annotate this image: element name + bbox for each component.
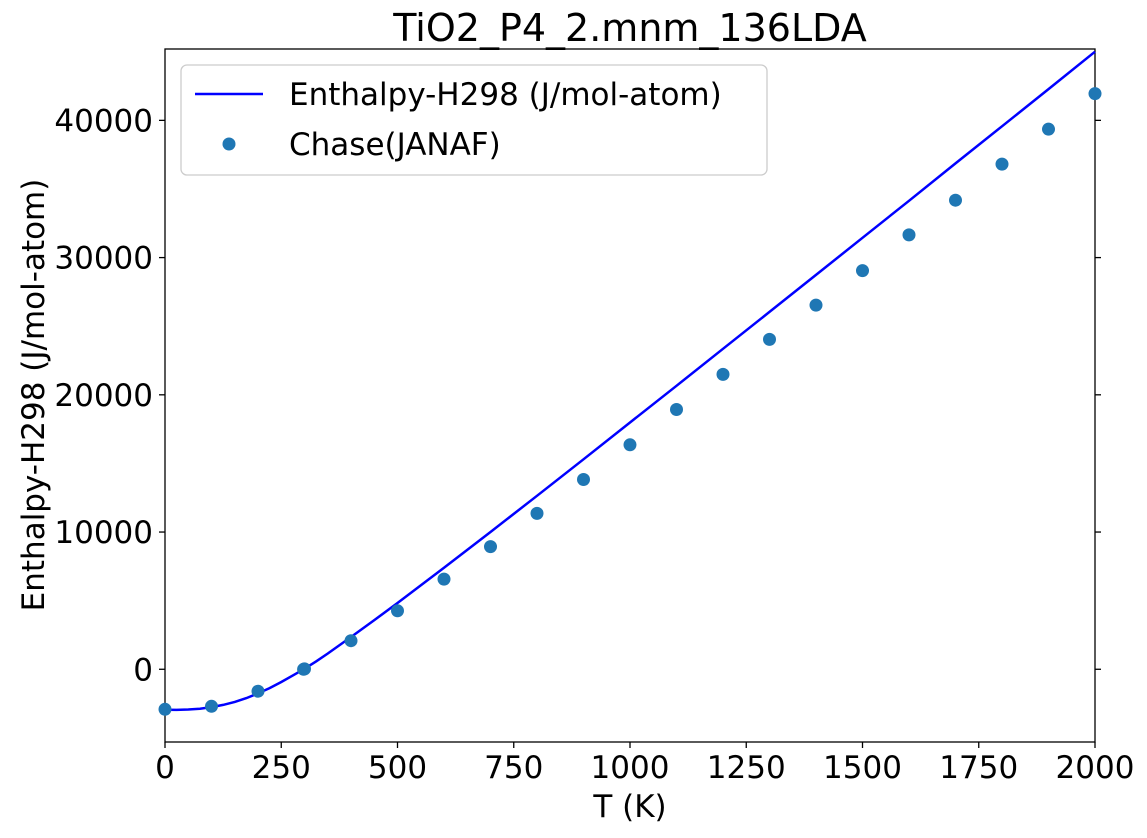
x-tick-label: 2000 bbox=[1056, 750, 1135, 786]
data-point bbox=[716, 367, 730, 381]
legend: Enthalpy-H298 (J/mol-atom) Chase(JANAF) bbox=[180, 64, 768, 176]
y-tick-label: 0 bbox=[133, 652, 153, 688]
data-point bbox=[856, 264, 869, 278]
data-point bbox=[1088, 87, 1102, 101]
legend-point-swatch bbox=[222, 137, 236, 151]
y-tick-label: 30000 bbox=[54, 241, 153, 277]
chart-title: TiO2_P4_2.mnm_136LDA bbox=[392, 6, 866, 50]
data-point bbox=[577, 473, 590, 486]
data-point bbox=[530, 506, 544, 520]
data-point bbox=[344, 634, 358, 648]
data-point bbox=[995, 157, 1009, 171]
y-axis-label: Enthalpy-H298 (J/mol-atom) bbox=[16, 179, 52, 612]
chase-janaf-points bbox=[158, 87, 1102, 716]
data-point bbox=[670, 403, 683, 416]
data-point bbox=[1042, 122, 1055, 136]
enthalpy-line bbox=[164, 50, 1096, 712]
y-tick-label: 40000 bbox=[54, 103, 153, 139]
data-point bbox=[949, 193, 962, 207]
x-tick-label: 750 bbox=[484, 750, 543, 786]
data-point bbox=[205, 699, 218, 713]
x-tick-label: 1000 bbox=[591, 750, 670, 786]
y-tick-label: 10000 bbox=[54, 515, 153, 551]
data-point bbox=[251, 684, 265, 698]
legend-label-line: Enthalpy-H298 (J/mol-atom) bbox=[289, 77, 722, 113]
x-tick-label: 1250 bbox=[707, 750, 786, 786]
data-point bbox=[809, 298, 823, 312]
x-axis-label: T (K) bbox=[592, 789, 666, 825]
y-axis: 0 10000 20000 30000 40000 bbox=[54, 103, 1101, 688]
data-point bbox=[158, 702, 172, 716]
data-point bbox=[763, 332, 776, 346]
x-tick-label: 1750 bbox=[939, 750, 1018, 786]
data-point bbox=[298, 662, 311, 676]
legend-box bbox=[180, 64, 768, 176]
data-point bbox=[391, 604, 404, 618]
x-tick-label: 0 bbox=[155, 750, 175, 786]
legend-label-points: Chase(JANAF) bbox=[289, 127, 501, 163]
x-tick-label: 250 bbox=[252, 750, 311, 786]
data-point bbox=[484, 540, 497, 554]
data-point bbox=[902, 228, 916, 242]
x-axis: 0 250 500 750 1000 1250 1500 1750 2000 bbox=[155, 742, 1134, 786]
data-point bbox=[437, 572, 451, 586]
x-tick-label: 500 bbox=[368, 750, 427, 786]
x-tick-label: 1500 bbox=[823, 750, 902, 786]
y-tick-label: 20000 bbox=[54, 378, 153, 414]
data-point bbox=[623, 438, 637, 452]
